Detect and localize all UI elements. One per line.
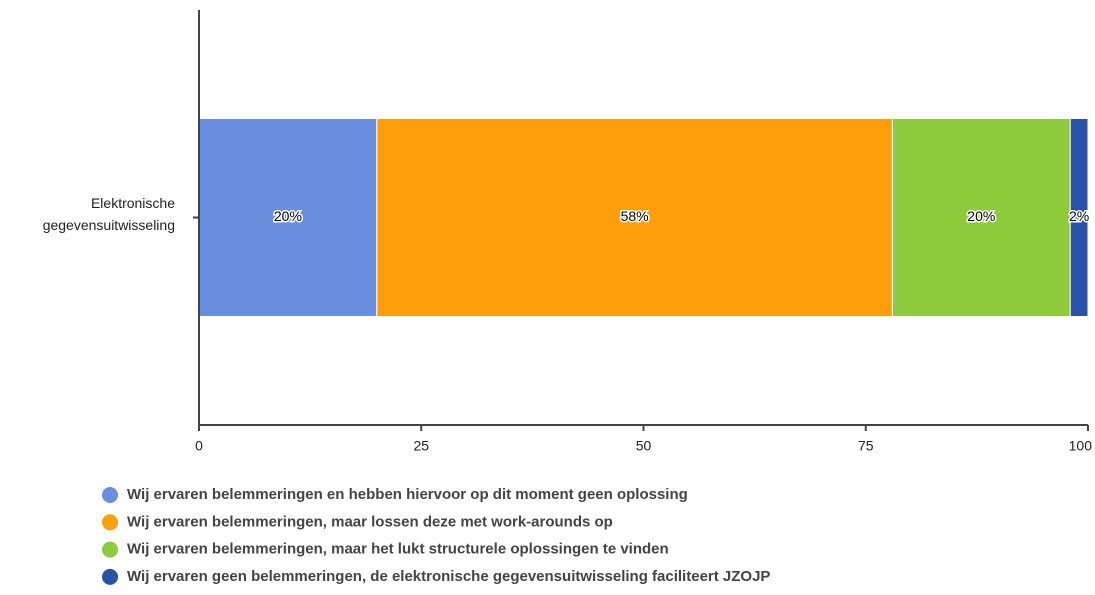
bar-segment (198, 118, 378, 317)
legend-label: Wij ervaren belemmeringen, maar het lukt… (127, 541, 669, 558)
x-tick-label: 0 (195, 438, 203, 454)
bar-segment (1069, 118, 1089, 317)
legend-label: Wij ervaren belemmeringen en hebben hier… (127, 486, 688, 503)
value-label: 20% (274, 208, 302, 224)
legend-label: Wij ervaren geen belemmeringen, de elekt… (127, 568, 770, 585)
legend-swatch (102, 514, 118, 531)
x-tick-label: 100 (1069, 438, 1093, 454)
legend-swatch (102, 541, 118, 558)
bar-segment (376, 118, 893, 317)
x-tick-label: 50 (636, 438, 652, 454)
bar-segment (891, 118, 1071, 317)
value-label: 20% (967, 208, 995, 224)
legend-swatch (102, 487, 118, 503)
legend-label: Wij ervaren belemmeringen, maar lossen d… (127, 513, 613, 530)
value-label: 58% (621, 208, 649, 224)
y-tick-label: Elektronische gegevensuitwisseling (42, 194, 175, 233)
legend-swatch (102, 568, 118, 585)
value-label: 2% (1069, 208, 1089, 224)
x-tick-label: 75 (858, 438, 874, 454)
x-tick-label: 25 (413, 438, 429, 454)
